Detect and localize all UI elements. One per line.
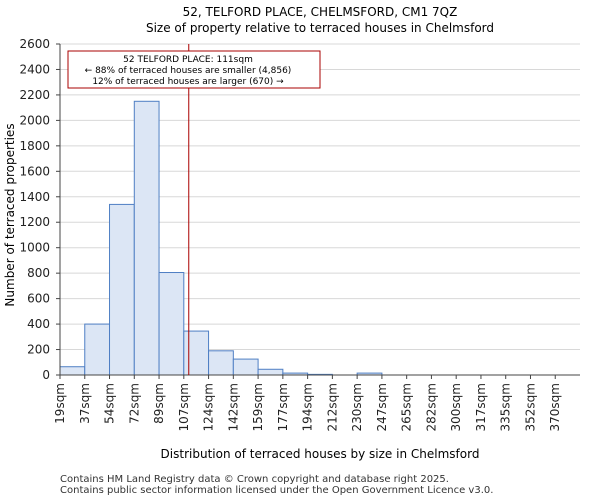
- bars: [59, 100, 383, 376]
- y-tick-label: 1200: [19, 215, 50, 229]
- x-tick-label: 247sqm: [375, 383, 389, 431]
- x-tick-label: 335sqm: [499, 383, 513, 431]
- x-tick-label: 230sqm: [350, 383, 364, 431]
- y-tick-label: 1800: [19, 139, 50, 153]
- x-tick-label: 19sqm: [53, 383, 67, 424]
- y-tick-label: 400: [27, 317, 50, 331]
- x-tick-label: 142sqm: [226, 383, 240, 431]
- x-tick-label: 352sqm: [523, 383, 537, 431]
- annotation-frame: [67, 50, 321, 89]
- bar-89sqm: [158, 272, 185, 376]
- y-axis-label: Number of terraced properties: [3, 123, 17, 306]
- bar-54sqm: [109, 203, 135, 376]
- y-tick-label: 200: [27, 343, 50, 357]
- y-tick-label: 2200: [19, 88, 50, 102]
- x-tick-label: 282sqm: [424, 383, 438, 431]
- y-tick-label: 0: [42, 368, 50, 382]
- x-tick-label: 370sqm: [548, 383, 562, 431]
- footer-licence: Contains public sector information licen…: [60, 485, 494, 496]
- x-tick-label: 159sqm: [251, 383, 265, 431]
- x-tick-label: 89sqm: [152, 383, 166, 424]
- y-tick-label: 1400: [19, 190, 50, 204]
- y-tick-label: 2000: [19, 113, 50, 127]
- y-tick-label: 600: [27, 292, 50, 306]
- x-tick-label: 37sqm: [78, 383, 92, 424]
- bar-107sqm: [183, 330, 210, 376]
- bar-72sqm: [133, 100, 160, 376]
- x-tick-label: 212sqm: [325, 383, 339, 431]
- chart-title: 52, TELFORD PLACE, CHELMSFORD, CM1 7QZ: [183, 5, 458, 19]
- y-tick-labels: 0 200 400 600 800 1000 1200 1400 1600 1800 2000 220…: [19, 37, 60, 382]
- x-tick-label: 54sqm: [103, 383, 117, 424]
- bar-159sqm: [257, 368, 284, 376]
- x-tick-label: 72sqm: [127, 383, 141, 424]
- footer-copyright: Contains HM Land Registry data © Crown c…: [60, 474, 449, 485]
- y-tick-label: 800: [27, 266, 50, 280]
- y-tick-label: 1000: [19, 241, 50, 255]
- x-tick-label: 300sqm: [449, 383, 463, 431]
- x-tick-label: 177sqm: [276, 383, 290, 431]
- annotation-box: 52 TELFORD PLACE: 111sqm ← 88% of terrac…: [67, 50, 321, 89]
- bar-124sqm: [208, 350, 234, 376]
- chart-subtitle: Size of property relative to terraced ho…: [146, 21, 494, 35]
- bar-19sqm: [59, 366, 86, 376]
- x-tick-label: 194sqm: [301, 383, 315, 431]
- x-axis-label: Distribution of terraced houses by size …: [161, 447, 480, 461]
- y-tick-label: 2600: [19, 37, 50, 51]
- annotation-line-2: ← 88% of terraced houses are smaller (4,…: [85, 66, 292, 76]
- bar-37sqm: [84, 323, 111, 376]
- annotation-line-3: 12% of terraced houses are larger (670) …: [92, 77, 284, 87]
- x-tick-labels: 19sqm 37sqm 54sqm 72sqm 89sqm 107sqm 124sqm 142…: [53, 375, 562, 431]
- x-tick-label: 124sqm: [202, 383, 216, 431]
- x-tick-label: 317sqm: [474, 383, 488, 431]
- annotation-line-1: 52 TELFORD PLACE: 111sqm: [123, 55, 253, 65]
- x-tick-label: 265sqm: [400, 383, 414, 431]
- axes: [59, 44, 580, 376]
- x-tick-label: 107sqm: [177, 383, 191, 431]
- bar-142sqm: [232, 358, 259, 376]
- y-tick-label: 1600: [19, 164, 50, 178]
- y-tick-label: 2400: [19, 62, 50, 76]
